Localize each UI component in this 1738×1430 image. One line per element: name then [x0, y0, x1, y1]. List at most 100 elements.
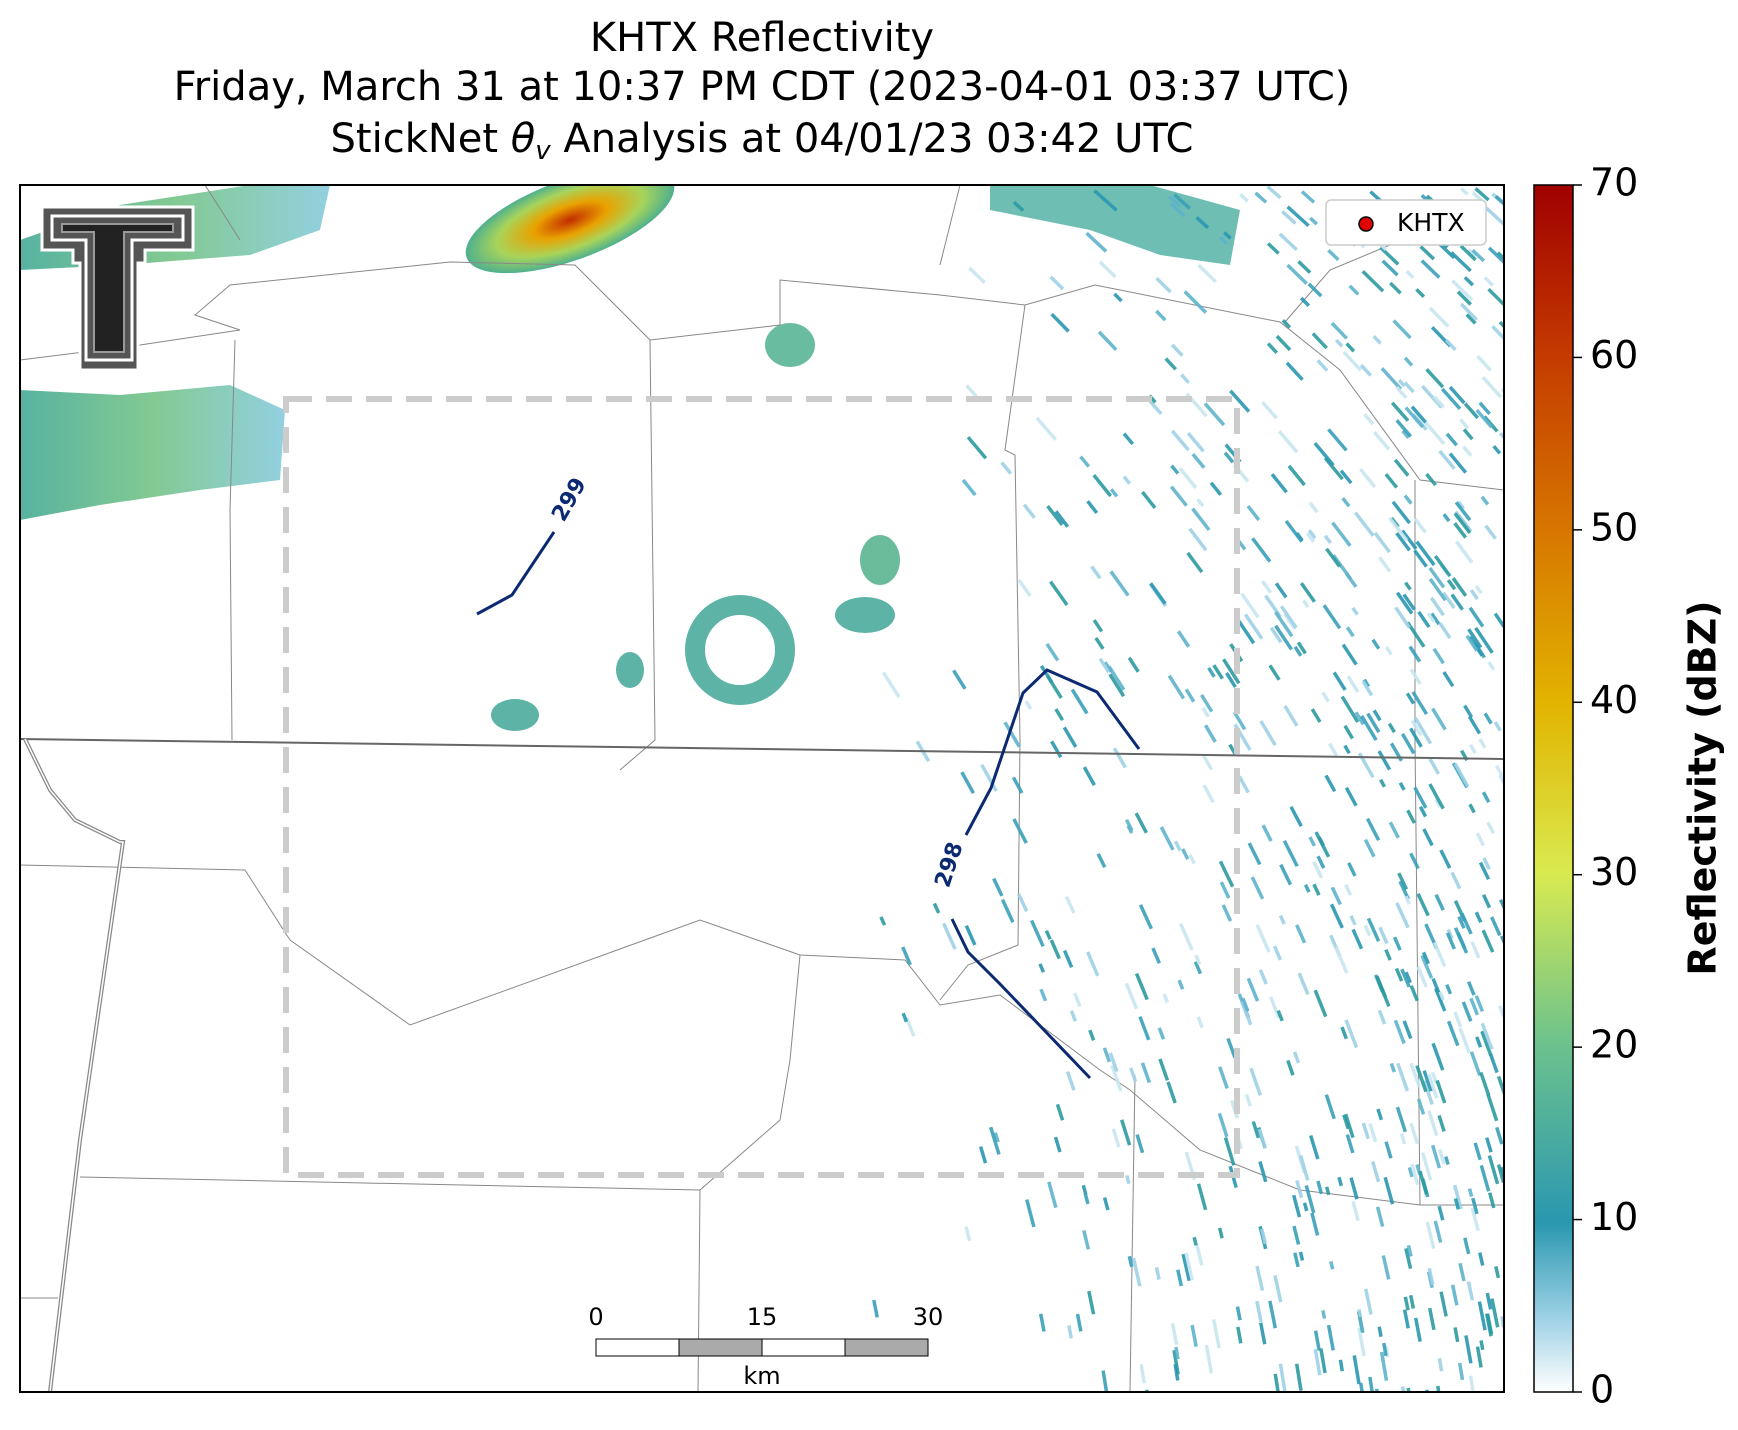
radar-echo	[1458, 1027, 1471, 1054]
radar-echo	[1194, 954, 1202, 966]
radar-echo	[1279, 863, 1293, 886]
radar-echo	[1379, 246, 1400, 266]
colorbar-tick-label: 30	[1590, 850, 1638, 894]
radar-echo	[1327, 249, 1340, 262]
radar-echo	[1169, 202, 1186, 218]
radar-echo	[1259, 1322, 1267, 1345]
radar-echo	[1164, 357, 1178, 371]
radar-echo	[1392, 319, 1412, 340]
radar-echo	[1000, 461, 1013, 475]
radar-echo	[1372, 709, 1382, 722]
radar-echo	[1329, 1261, 1335, 1270]
radar-echo	[1403, 381, 1415, 394]
radar-echo	[1327, 428, 1348, 452]
radar-echo	[1299, 296, 1311, 308]
radar-echo	[1324, 1186, 1331, 1196]
radar-echo	[1438, 622, 1452, 640]
radar-echo	[1193, 961, 1203, 975]
radar-echo	[1217, 1112, 1229, 1138]
radar-echo	[1450, 1284, 1459, 1306]
radar-echo	[1250, 876, 1265, 900]
radar-echo	[1298, 1155, 1310, 1181]
radar-echo	[1202, 754, 1214, 771]
radar-echo	[1411, 691, 1429, 716]
radar-echo	[1341, 497, 1351, 508]
radar-echo	[1436, 1385, 1443, 1392]
colorbar-tick-label: 50	[1590, 505, 1638, 549]
radar-echo	[1490, 916, 1502, 937]
radar-echo	[1244, 1093, 1253, 1107]
radar-echo	[1383, 1176, 1395, 1205]
radar-echo	[1448, 452, 1468, 474]
radar-echo	[1062, 949, 1074, 968]
radar-echo	[765, 323, 815, 367]
radar-echo	[1448, 385, 1466, 405]
radar-echo	[1184, 1252, 1195, 1281]
radar-echo	[1494, 194, 1504, 216]
radar-echo	[1324, 774, 1337, 793]
radar-echo	[1487, 1155, 1500, 1185]
radar-echo	[1476, 354, 1492, 372]
radar-echo	[1469, 1051, 1482, 1077]
radar-echo	[1328, 742, 1339, 757]
radar-echo	[1395, 902, 1410, 929]
radar-echo	[1404, 971, 1412, 984]
radar-echo	[1384, 473, 1399, 489]
radar-echo	[1409, 668, 1422, 686]
radar-echo	[1399, 1133, 1407, 1145]
radar-echo	[1492, 444, 1502, 455]
radar-echo	[1144, 1389, 1153, 1392]
radar-echo	[1409, 985, 1419, 1002]
radar-echo	[1025, 1199, 1036, 1228]
map: 299 298 KHTX km 0 15 30	[20, 185, 1504, 1392]
radar-echo	[1360, 715, 1378, 741]
radar-echo	[1278, 232, 1298, 252]
radar-echo	[1479, 1071, 1491, 1097]
radar-echo	[1418, 805, 1428, 818]
radar-echo	[1430, 612, 1441, 626]
radar-echo	[1464, 1335, 1473, 1364]
radar-echo	[1425, 1221, 1436, 1250]
radar-echo	[1067, 1325, 1073, 1339]
radar-echo	[1135, 1134, 1145, 1154]
radar-echo	[1273, 1373, 1282, 1392]
radar-echo	[1108, 1052, 1119, 1072]
radar-echo	[1285, 361, 1304, 381]
radar-echo	[1467, 1188, 1474, 1198]
radar-echo	[1409, 1062, 1422, 1088]
radar-echo	[1479, 1340, 1485, 1351]
radar-echo	[1325, 547, 1341, 568]
radar-echo	[1479, 1164, 1491, 1192]
radar-echo	[1398, 880, 1410, 900]
radar-echo	[1357, 1309, 1363, 1318]
radar-echo	[1087, 1290, 1096, 1315]
radar-echo	[1474, 584, 1483, 595]
radar-echo	[1451, 577, 1468, 597]
radar-echo	[1274, 611, 1294, 638]
radar-echo	[20, 385, 285, 520]
radar-echo	[1372, 334, 1382, 345]
radar-echo	[465, 185, 675, 274]
radar-echo	[1486, 821, 1496, 835]
radar-echo	[1017, 578, 1032, 597]
radar-echo	[1140, 1062, 1152, 1084]
radar-echo	[1307, 282, 1323, 298]
radar-echo	[1406, 621, 1426, 648]
radar-echo	[1406, 809, 1416, 824]
radar-echo	[1170, 429, 1190, 452]
colorbar-tick-label: 10	[1590, 1195, 1638, 1239]
radar-echo	[1428, 783, 1445, 810]
radar-echo	[1249, 1067, 1263, 1097]
map-frame	[19, 184, 1505, 1393]
radar-echo	[1329, 903, 1344, 929]
radar-echo	[1134, 972, 1149, 1001]
radar-echo	[1438, 1149, 1446, 1165]
radar-echo	[1456, 932, 1467, 950]
title-line: StickNet θv Analysis at 04/01/23 03:42 U…	[331, 116, 1194, 166]
radar-echo	[1347, 862, 1357, 877]
radar-echo	[1203, 402, 1226, 427]
radar-echo	[1408, 1294, 1416, 1309]
radar-echo	[1012, 200, 1025, 212]
radar-echo	[1475, 832, 1486, 847]
radar-echo	[1082, 766, 1096, 787]
